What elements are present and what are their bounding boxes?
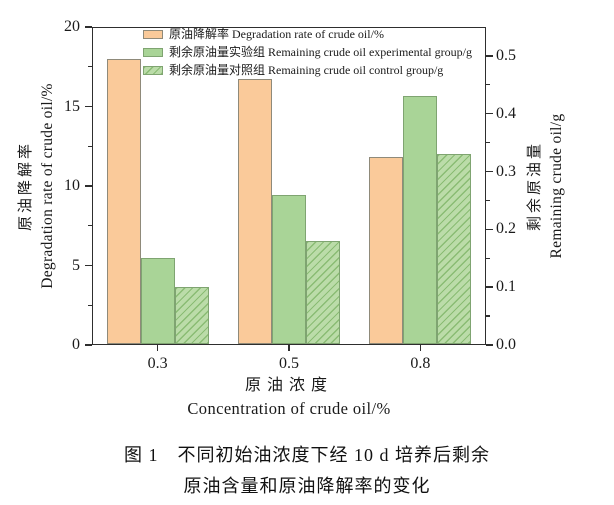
left-axis-tick-label: 15 (64, 97, 80, 115)
bar-remaining-experimental-0.3 (140, 258, 175, 344)
x-axis-tick-label: 0.5 (279, 355, 299, 372)
bar-remaining-control-0.5 (306, 240, 340, 344)
left-axis-minor-tick (88, 66, 92, 68)
legend-label-remaining-experimental: 剩余原油量实验组 Remaining crude oil experimenta… (169, 44, 472, 59)
right-axis-major-tick (486, 170, 493, 173)
right-axis-major-tick (486, 55, 493, 57)
x-axis-tick-label: 0.8 (410, 355, 431, 372)
figure-caption: 图 1 不同初始油浓度下经 10 d 培养后剩余 原油含量和原油降解率的变化 (0, 442, 614, 499)
right-axis-major-tick (486, 112, 493, 115)
x-axis-title-en: Concentration of crude oil/% (187, 399, 391, 418)
right-axis-tick-label: 0.5 (496, 46, 516, 64)
legend-item-remaining-control: 剩余原油量对照组 Remaining crude oil control gro… (143, 63, 472, 77)
legend-swatch-green-hatched (143, 65, 163, 75)
bar-remaining-control-0.3 (174, 287, 209, 344)
right-axis-tick-label: 0.3 (496, 162, 516, 180)
left-axis-major-tick (85, 344, 92, 346)
figure-caption-line2: 原油含量和原油降解率的变化 (183, 476, 431, 496)
x-axis-tick (288, 345, 290, 351)
chart-legend: 原油降解率 Degradation rate of crude oil/% 剩余… (143, 27, 472, 77)
left-axis-major-tick (85, 26, 92, 28)
right-axis-title: 剩余原油量 Remaining crude oil/g (524, 16, 568, 356)
left-axis-major-tick (85, 105, 92, 108)
right-axis-minor-tick (486, 257, 490, 259)
right-axis-major-tick (486, 344, 493, 346)
legend-label-degradation-rate: 原油降解率 Degradation rate of crude oil/% (169, 26, 384, 41)
left-axis-tick-label: 20 (64, 18, 80, 35)
legend-item-degradation-rate: 原油降解率 Degradation rate of crude oil/% (143, 27, 472, 41)
bar-degradation-rate-0.5 (238, 79, 272, 344)
right-axis-tick-label: 0.0 (496, 336, 516, 353)
legend-swatch-orange (143, 29, 163, 39)
x-axis-tick (156, 345, 159, 351)
left-axis-title-en: Degradation rate of crude oil/% (39, 83, 56, 289)
x-axis-title: 原油浓度 Concentration of crude oil/% (92, 376, 486, 420)
right-axis-title-en: Remaining crude oil/g (548, 113, 565, 259)
left-axis-title: 原油降解率 Degradation rate of crude oil/% (15, 16, 59, 356)
bar-remaining-experimental-0.5 (272, 194, 306, 344)
bar-degradation-rate-0.3 (106, 58, 141, 344)
left-axis-tick-label: 5 (72, 256, 80, 274)
figure-caption-line1: 图 1 不同初始油浓度下经 10 d 培养后剩余 (124, 445, 490, 465)
left-axis-minor-tick (88, 145, 92, 147)
bar-remaining-control-0.8 (437, 154, 472, 344)
right-axis-minor-tick (486, 142, 490, 144)
right-axis-major-tick (486, 228, 493, 231)
left-axis-minor-tick (88, 304, 92, 306)
x-axis-tick (419, 345, 422, 351)
left-axis-tick-label: 10 (64, 177, 80, 194)
right-axis-tick-label: 0.1 (496, 278, 516, 296)
right-axis-title-zh: 剩余原油量 (527, 141, 543, 232)
right-axis-minor-tick (486, 84, 490, 86)
bar-degradation-rate-0.8 (369, 157, 404, 344)
bar-remaining-experimental-0.8 (403, 96, 438, 344)
x-axis-tick-label: 0.3 (147, 355, 168, 372)
legend-item-remaining-experimental: 剩余原油量实验组 Remaining crude oil experimenta… (143, 45, 472, 59)
right-axis-tick-label: 0.2 (496, 220, 516, 238)
left-axis-major-tick (85, 264, 92, 267)
left-axis-minor-tick (88, 225, 92, 227)
legend-swatch-green (143, 47, 163, 57)
left-axis-tick-label: 0 (72, 336, 80, 353)
right-axis-major-tick (486, 286, 493, 288)
right-axis-minor-tick (486, 315, 490, 317)
left-axis-title-zh: 原油降解率 (18, 141, 34, 232)
left-axis-major-tick (85, 185, 92, 187)
right-axis-tick-label: 0.4 (496, 104, 516, 122)
right-axis-minor-tick (486, 199, 490, 202)
x-axis-title-zh: 原油浓度 (244, 377, 333, 394)
legend-label-remaining-control: 剩余原油量对照组 Remaining crude oil control gro… (169, 62, 444, 77)
